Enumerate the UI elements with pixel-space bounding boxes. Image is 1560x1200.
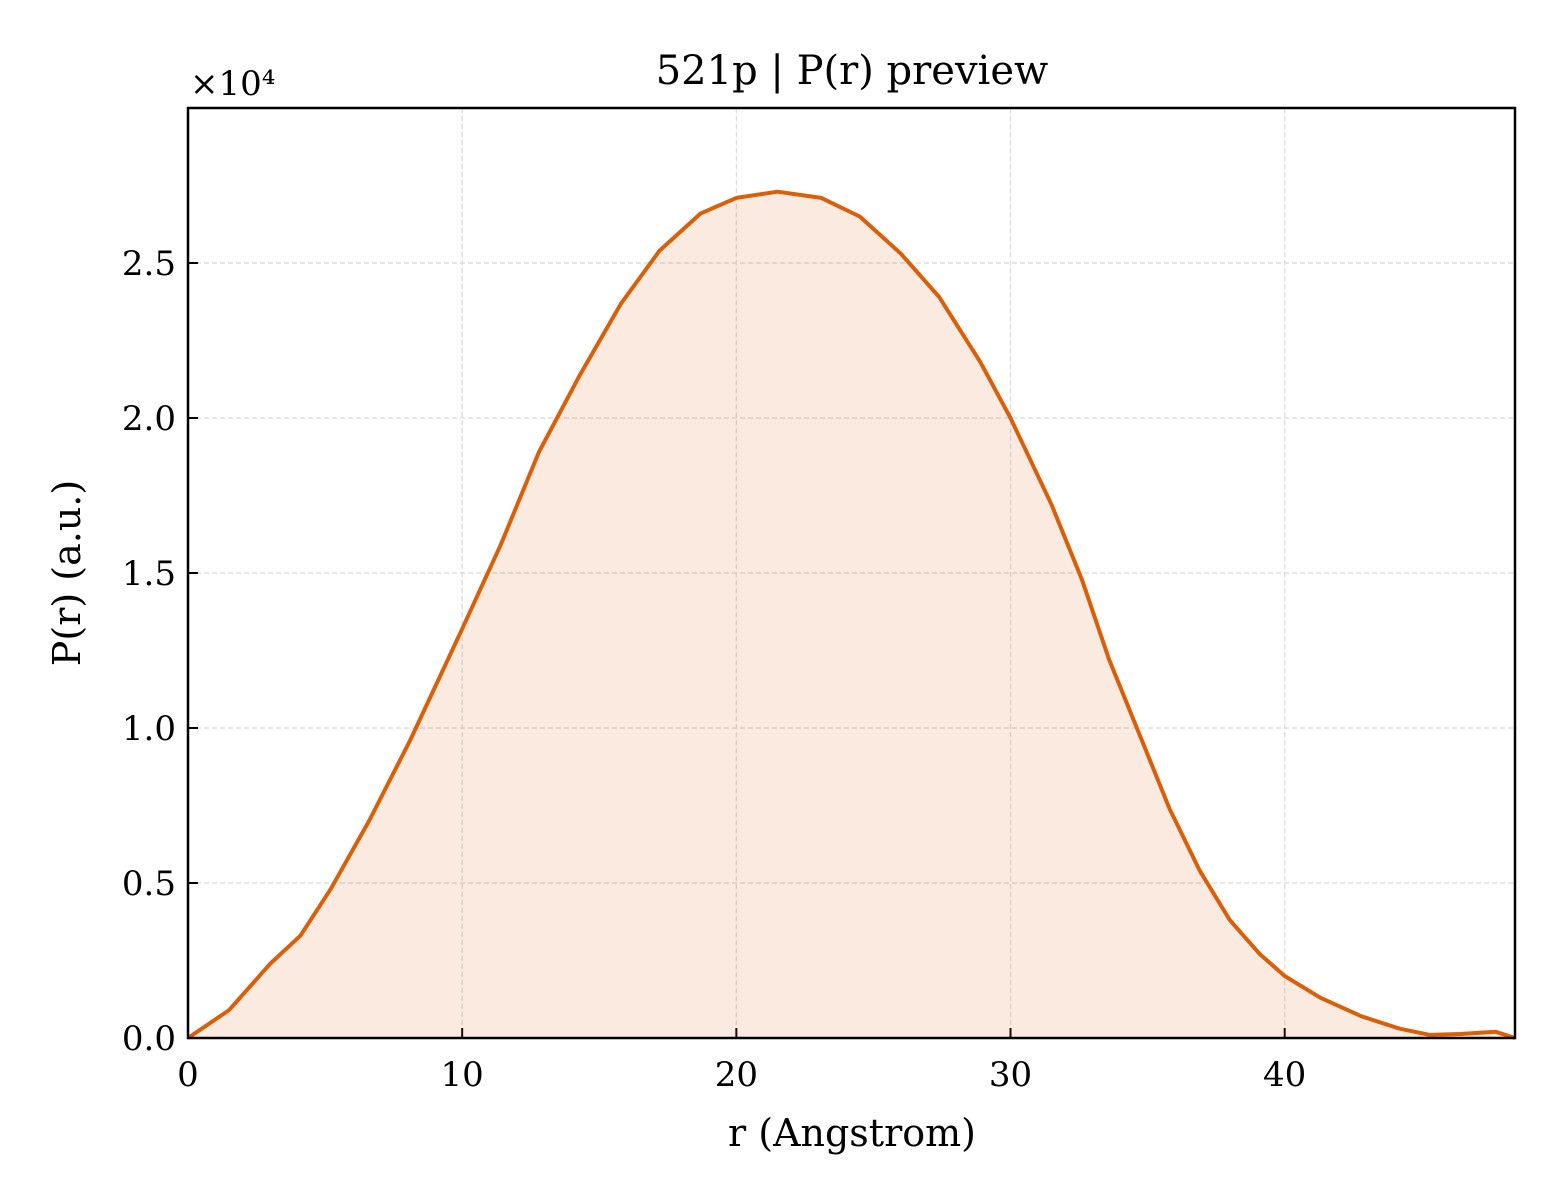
x-tick-label: 10 (441, 1055, 484, 1095)
line (186, 189, 1516, 1040)
chart-title: 521p | P(r) preview (656, 48, 1049, 94)
x-tick-label: 20 (715, 1055, 758, 1095)
plot-frame (186, 106, 1517, 1040)
y-tick-label: 2.0 (122, 399, 176, 439)
y-tick-label: 1.5 (122, 554, 176, 594)
area-fill (188, 191, 1515, 1038)
y-tick-label: 0.0 (122, 1019, 176, 1059)
x-axis-label: r (Angstrom) (728, 1111, 976, 1155)
x-tick-label: 40 (1263, 1055, 1306, 1095)
y-tick-label: 1.0 (122, 709, 176, 749)
y-tick-label: 0.5 (122, 864, 176, 904)
x-tick-label: 30 (989, 1055, 1032, 1095)
x-tick-label: 0 (177, 1055, 199, 1095)
y-tick-label: 2.5 (122, 244, 176, 284)
y-offset-label: ×10⁴ (190, 64, 275, 104)
y-axis-label: P(r) (a.u.) (45, 480, 89, 666)
